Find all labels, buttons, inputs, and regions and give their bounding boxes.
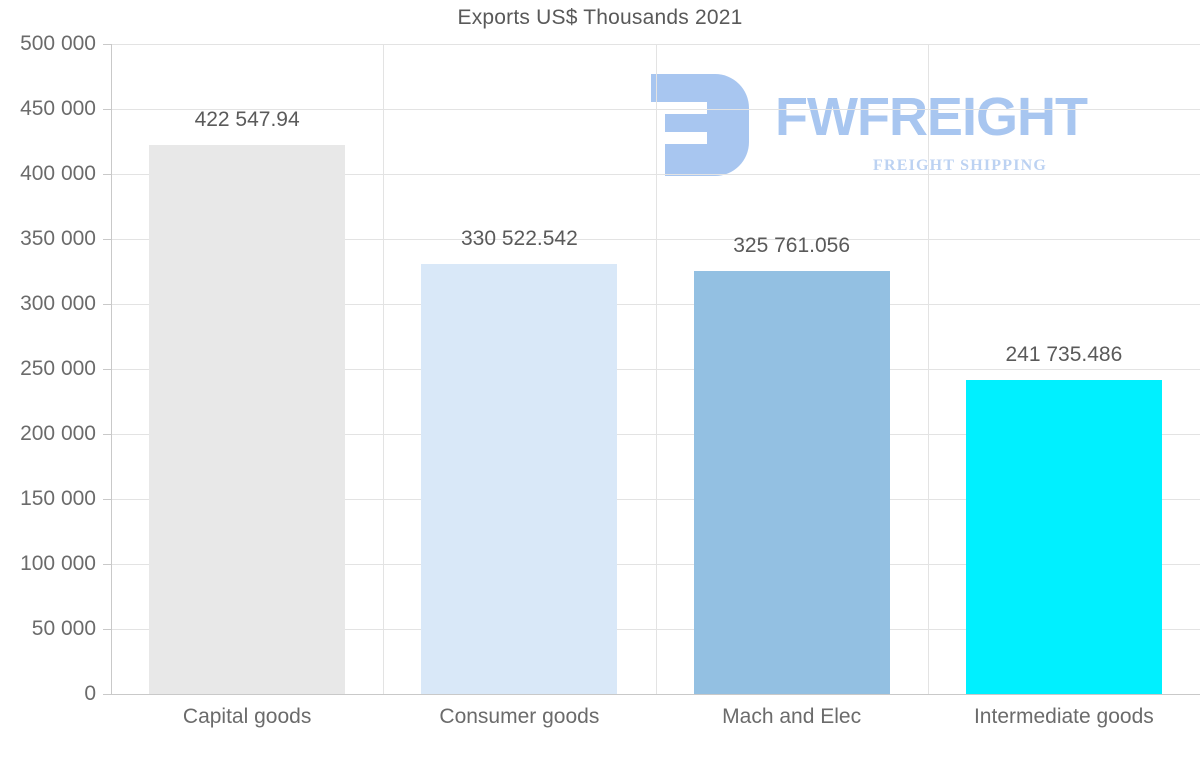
y-axis-line [111,44,112,695]
y-axis-tick-label: 150 000 [20,487,96,510]
bar-capital-goods[interactable] [149,144,346,694]
y-axis-tick-label: 300 000 [20,292,96,315]
y-axis-tick-label: 0 [84,682,96,705]
gridline-horizontal [111,109,1200,110]
x-axis-category-label: Capital goods [182,705,312,728]
y-axis-tick-mark [103,239,111,240]
y-axis-tick-label: 100 000 [20,552,96,575]
y-axis-tick-mark [103,304,111,305]
y-axis-tick-mark [103,694,111,695]
bar-intermediate-goods[interactable] [965,379,1162,694]
gridline-horizontal [111,239,1200,240]
bar-value-label: 330 522.542 [460,227,578,251]
y-axis-tick-mark [103,109,111,110]
gridline-horizontal [111,174,1200,175]
gridline-horizontal [111,44,1200,45]
gridline-horizontal [111,564,1200,565]
bar-consumer-goods[interactable] [421,264,618,694]
y-axis-tick-mark [103,434,111,435]
x-axis-category-label: Intermediate goods [973,705,1154,728]
bar-value-label: 241 735.486 [1005,342,1123,366]
y-axis-tick-mark [103,499,111,500]
bar-mach-and-elec[interactable] [693,270,890,694]
y-axis-tick-mark [103,564,111,565]
y-axis-tick-label: 200 000 [20,422,96,445]
bar-value-label: 325 761.056 [733,233,851,257]
gridline-vertical [928,44,929,694]
gridline-horizontal [111,304,1200,305]
gridline-horizontal [111,629,1200,630]
y-axis-tick-label: 450 000 [20,97,96,120]
x-axis-category-label: Mach and Elec [722,705,862,728]
chart-title: Exports US$ Thousands 2021 [457,6,743,29]
gridline-horizontal [111,499,1200,500]
y-axis-tick-mark [103,629,111,630]
y-axis-tick-mark [103,174,111,175]
y-axis-tick-mark [103,369,111,370]
gridline-horizontal [111,434,1200,435]
y-axis-tick-label: 50 000 [31,617,96,640]
y-axis-tick-label: 500 000 [20,32,96,55]
y-axis-tick-label: 250 000 [20,357,96,380]
gridline-vertical [383,44,384,694]
x-axis-category-label: Consumer goods [439,705,600,728]
y-axis-tick-mark [103,44,111,45]
gridline-vertical [656,44,657,694]
x-axis-line [111,694,1200,695]
y-axis-tick-label: 350 000 [20,227,96,250]
y-axis-tick-label: 400 000 [20,162,96,185]
gridline-horizontal [111,369,1200,370]
bar-value-label: 422 547.94 [194,107,300,131]
